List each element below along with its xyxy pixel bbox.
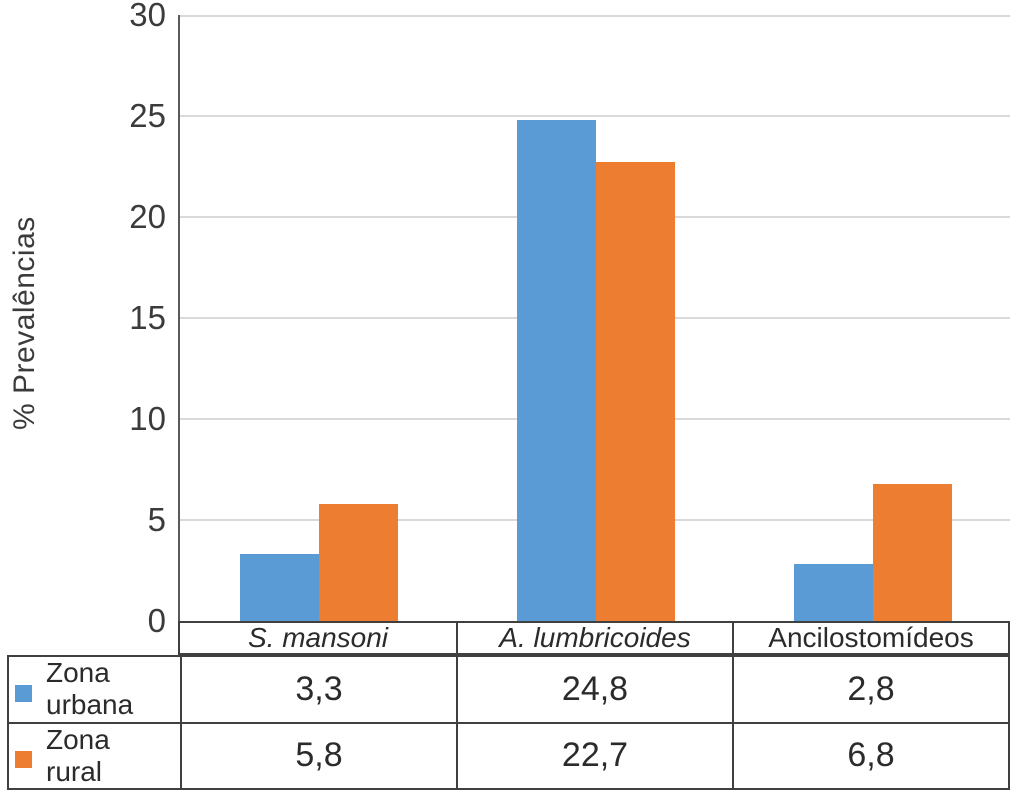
bar-zona-urbana-ancilostom-deos <box>794 564 874 621</box>
y-axis-title: % Prevalências <box>8 216 41 430</box>
y-tick-label: 5 <box>147 501 166 538</box>
bar-zona-rural-ancilostom-deos <box>873 483 953 621</box>
y-tick-label: 15 <box>129 299 166 336</box>
y-tick-label: 25 <box>129 97 166 134</box>
category-header-cell-s-mansoni: S. mansoni <box>247 622 389 653</box>
bar-zona-urbana-a-lumbricoides <box>517 120 596 621</box>
value-cell-zona-rural-a-lumbricoides: 22,7 <box>456 721 732 788</box>
value-cell-zona-urbana-a-lumbricoides: 24,8 <box>456 657 732 722</box>
bar-zona-urbana-s-mansoni <box>239 554 319 621</box>
legend-swatch-zona-rural <box>15 751 32 769</box>
value-cell-zona-rural-ancilostom-deos: 6,8 <box>732 721 1008 788</box>
plot-area <box>178 15 1010 621</box>
legend-swatch-zona-urbana <box>15 684 32 702</box>
gridline <box>180 15 1010 17</box>
bar-zona-rural-s-mansoni <box>318 503 398 621</box>
category-header-row: S. mansoni A. lumbricoides Ancilostomídeos <box>178 621 1010 655</box>
value-cell-zona-rural-s-mansoni: 5,8 <box>180 721 456 788</box>
bar-zona-rural-a-lumbricoides <box>596 162 675 621</box>
category-header-cell-a-lumbricoides: A. lumbricoides <box>456 623 732 653</box>
gridline <box>180 115 1010 117</box>
category-header-cell-ancilostom-deos: Ancilostomídeos <box>732 623 1008 653</box>
legend-label: Zona urbana <box>46 657 134 721</box>
legend-cell-zona-urbana: Zona urbana <box>9 657 180 722</box>
value-cell-zona-urbana-s-mansoni: 3,3 <box>180 657 456 722</box>
data-table: Zona urbana 3,3 24,8 2,8 Zona rural 5,8 22,7 6,… <box>7 655 1010 790</box>
y-tick-label: 20 <box>129 198 166 235</box>
y-tick-label: 0 <box>147 602 166 639</box>
y-tick-label: 10 <box>129 400 166 437</box>
legend-label: Zona rural <box>46 723 110 787</box>
legend-cell-zona-rural: Zona rural <box>9 721 180 788</box>
value-cell-zona-urbana-ancilostom-deos: 2,8 <box>732 657 1008 722</box>
y-tick-label: 30 <box>129 0 166 33</box>
